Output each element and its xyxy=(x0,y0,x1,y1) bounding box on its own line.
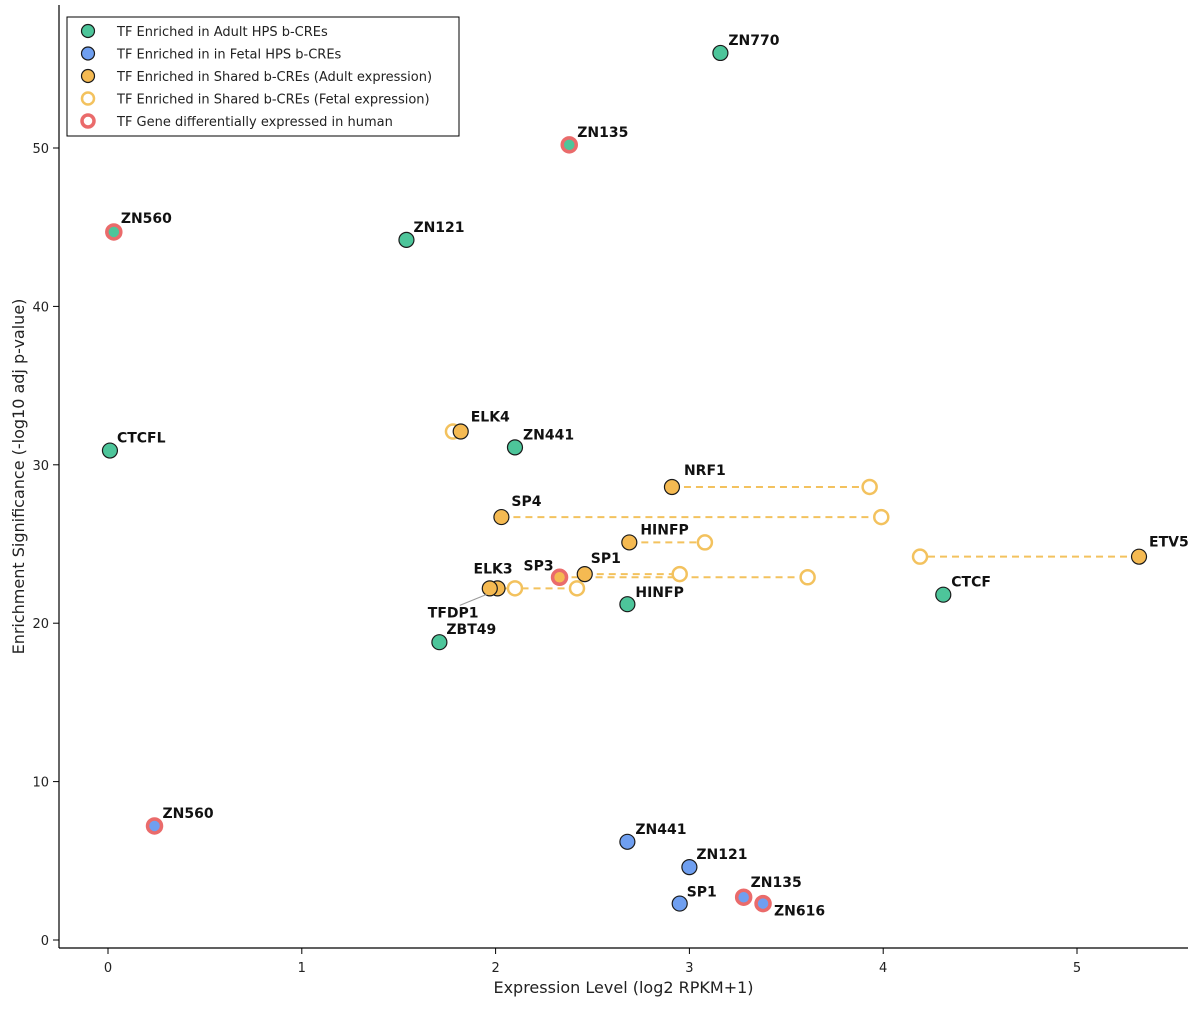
fetal-point xyxy=(671,895,688,912)
point-label: SP1 xyxy=(687,885,717,901)
x-tick-label: 3 xyxy=(685,961,693,976)
point-label: ZN560 xyxy=(121,211,172,227)
shared-fetal-point xyxy=(671,565,688,583)
point-label: SP3 xyxy=(524,558,554,574)
legend-marker-shared xyxy=(80,68,96,84)
point-label: ZN121 xyxy=(413,220,464,236)
legend: TF Enriched in Adult HPS b-CREs TF Enrich… xyxy=(66,16,460,137)
shared-fetal-point xyxy=(911,548,929,565)
x-tick-label: 1 xyxy=(298,961,306,976)
legend-label: TF Enriched in Shared b-CREs (Fetal expr… xyxy=(116,93,430,108)
point-label: ZN441 xyxy=(523,427,574,443)
point-label: ZBT49 xyxy=(446,622,496,638)
shared-fetal-point xyxy=(799,569,816,586)
fetal-point xyxy=(619,833,636,850)
y-tick-label: 0 xyxy=(41,934,49,949)
y-tick-label: 50 xyxy=(32,142,49,157)
point-label: ZN616 xyxy=(774,904,825,920)
point-label: NRF1 xyxy=(684,463,726,479)
shared-adult-point xyxy=(481,580,498,597)
point-label: HINFP xyxy=(635,585,683,601)
point-label: ELK3 xyxy=(474,561,513,577)
legend-marker-adult xyxy=(80,23,96,39)
x-tick-label: 4 xyxy=(879,961,887,976)
y-tick-label: 20 xyxy=(32,617,49,632)
point-label: HINFP xyxy=(640,522,688,538)
legend-label: TF Enriched in Adult HPS b-CREs xyxy=(116,25,328,40)
shared-fetal-point xyxy=(873,508,890,526)
shared-adult-point xyxy=(493,508,510,526)
y-tick-label: 10 xyxy=(32,776,49,791)
point-label: CTCFL xyxy=(117,431,166,447)
fetal-point xyxy=(681,859,698,876)
adult-point xyxy=(105,223,123,241)
shared-fetal-point xyxy=(568,580,586,597)
x-tick-label: 0 xyxy=(104,961,112,976)
adult-point xyxy=(101,442,119,459)
fetal-point xyxy=(754,894,772,913)
legend-label: TF Enriched in in Fetal HPS b-CREs xyxy=(116,48,342,63)
point-label: ZN441 xyxy=(635,822,686,838)
x-tick-label: 5 xyxy=(1073,961,1081,976)
shared-fetal-point xyxy=(696,534,714,551)
x-axis-title: Expression Level (log2 RPKM+1) xyxy=(493,978,753,997)
legend-label: TF Enriched in Shared b-CREs (Adult expr… xyxy=(116,70,432,85)
y-axis-title: Enrichment Significance (-log10 adj p-va… xyxy=(9,299,28,655)
x-tick-label: 2 xyxy=(491,961,499,976)
label-leader-line xyxy=(459,593,487,606)
point-label: CTCF xyxy=(951,575,991,591)
point-label: ZN135 xyxy=(577,125,628,141)
shared-adult-point xyxy=(663,478,681,496)
adult-point xyxy=(935,586,952,603)
point-label: TFDP1 xyxy=(428,605,479,621)
adult-point xyxy=(560,136,578,154)
point-label: ZN121 xyxy=(696,847,747,863)
shared-adult-point xyxy=(452,423,469,440)
adult-point xyxy=(506,439,524,456)
y-tick-label: 30 xyxy=(32,459,49,474)
point-labels: ZN770 ZN135 ZN560 ZN121 CTCFL ZN441 HINFP CTCF Z… xyxy=(117,33,1189,920)
adult-point xyxy=(712,44,729,62)
shared-adult-point xyxy=(550,568,569,587)
point-label: ZN560 xyxy=(163,806,214,822)
legend-box xyxy=(66,16,460,137)
adult-point xyxy=(398,231,415,248)
point-label: SP4 xyxy=(511,494,541,510)
legend-marker-shared_fetal xyxy=(80,91,96,106)
shared-fetal-point xyxy=(506,580,524,597)
point-label: SP1 xyxy=(591,551,621,567)
point-label: ZN135 xyxy=(751,875,802,891)
y-tick-label: 40 xyxy=(32,300,49,315)
point-label: ZN770 xyxy=(728,33,779,49)
point-label: ETV5 xyxy=(1149,535,1189,551)
shared-adult-point xyxy=(576,565,593,583)
legend-marker-fetal xyxy=(80,46,96,61)
adult-point xyxy=(431,634,448,651)
shared-adult-point xyxy=(1130,548,1148,565)
adult-point xyxy=(619,596,636,613)
fetal-point xyxy=(145,817,164,835)
shared-adult-point xyxy=(621,534,638,551)
data-points xyxy=(101,44,1148,913)
legend-marker-diff xyxy=(80,113,96,129)
connector-lines xyxy=(452,430,1140,590)
legend-label: TF Gene differentially expressed in huma… xyxy=(116,115,393,130)
point-label: ELK4 xyxy=(471,410,510,426)
fetal-point xyxy=(734,888,753,906)
shared-fetal-point xyxy=(861,478,878,496)
